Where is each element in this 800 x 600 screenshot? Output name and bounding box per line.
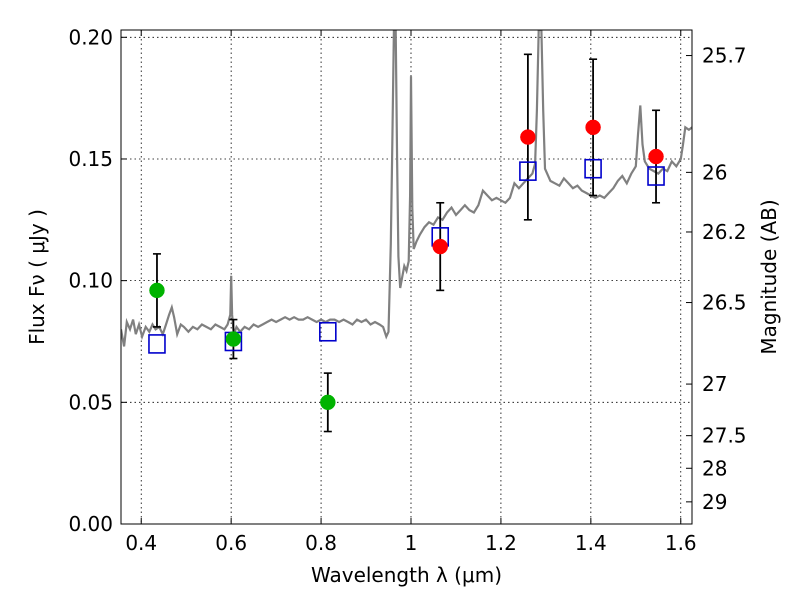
y2-tick-label: 26.5: [702, 291, 747, 315]
y-tick-label: 0.20: [68, 25, 113, 49]
x-tick-label: 1.2: [485, 531, 517, 555]
model-square: [519, 161, 537, 181]
model-squares: [148, 158, 665, 354]
y2-tick-label: 27: [702, 372, 727, 396]
x-tick-label: 0.4: [125, 531, 157, 555]
grid-lines: [121, 30, 692, 525]
y2-tick-label: 28: [702, 456, 727, 480]
model-square: [148, 334, 166, 354]
axis-ticks: 0.4 0.6 0.8 1 1.2 1.4 1.6 0.00 0.05 0.10 0.15 0.20 2…: [68, 25, 746, 555]
y2-tick-label: 25.7: [702, 44, 747, 68]
spectrum-line: [121, 30, 692, 347]
red-point: [432, 238, 448, 255]
y2-axis-label: Magnitude (AB): [757, 199, 781, 354]
spectrum-series: [121, 30, 692, 347]
y-tick-label: 0.05: [68, 390, 113, 414]
y2-tick-label: 29: [702, 490, 727, 514]
observed-points: [149, 119, 664, 411]
x-tick-label: 1.4: [575, 531, 607, 555]
red-point: [648, 148, 664, 165]
x-tick-label: 0.6: [215, 531, 247, 555]
x-axis-label-text: Wavelength λ (μm): [311, 563, 502, 587]
red-point: [520, 129, 536, 145]
y-tick-label: 0.10: [68, 269, 113, 293]
green-point: [149, 282, 165, 299]
x-tick-label: 0.8: [305, 531, 337, 555]
x-tick-label: 1.6: [665, 531, 697, 555]
y-axis-label: Flux Fν ( μJy ): [25, 209, 49, 345]
error-bars: [152, 53, 661, 433]
x-tick-label: 1: [405, 531, 418, 555]
y-tick-label: 0.00: [68, 512, 113, 536]
model-square: [319, 321, 337, 342]
green-point: [320, 394, 336, 411]
red-point: [585, 119, 601, 136]
y-tick-label: 0.15: [68, 147, 113, 171]
green-point: [225, 331, 242, 347]
y2-tick-label: 27.5: [702, 424, 747, 448]
y2-tick-label: 26: [702, 160, 727, 184]
model-square: [647, 166, 665, 186]
y2-tick-label: 26.2: [702, 220, 747, 244]
plot-frame: [120, 29, 693, 525]
x-axis-label: Wavelength λ (μm): [311, 563, 502, 587]
model-square: [584, 158, 602, 179]
